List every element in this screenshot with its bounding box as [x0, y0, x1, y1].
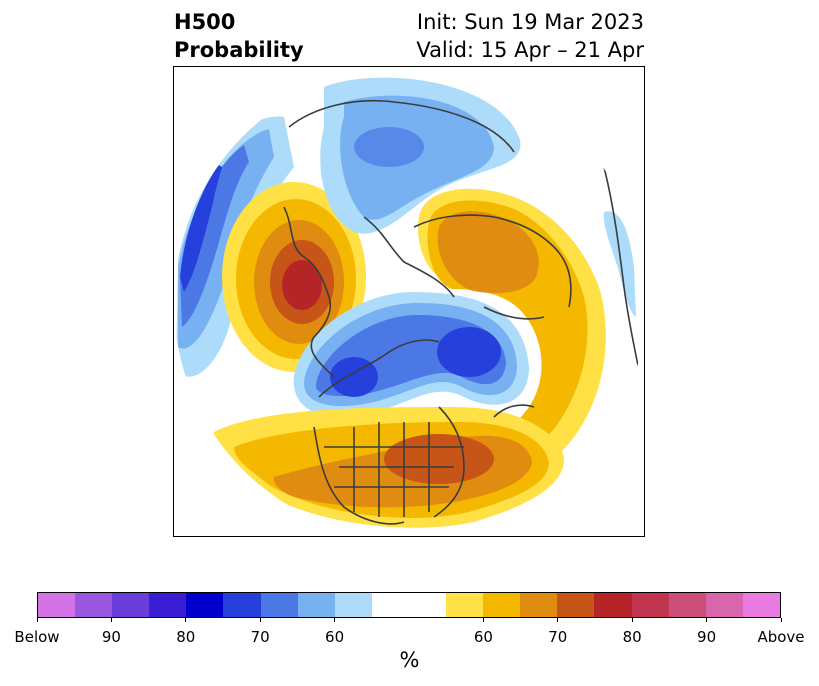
colorbar-tick: [557, 618, 559, 622]
title-right: Init: Sun 19 Mar 2023 Valid: 15 Apr – 21…: [416, 8, 644, 64]
colorbar-tick-label: 80: [176, 628, 196, 646]
colorbar-tick: [185, 618, 187, 622]
anomaly-siberia-blue-med: [354, 127, 424, 167]
colorbar-tick: [334, 618, 336, 622]
colorbar-swatch: [520, 593, 558, 617]
anomaly-europe-orange: [437, 211, 539, 294]
anomaly-pacific-red: [282, 260, 322, 310]
colorbar-tick-label: 90: [697, 628, 717, 646]
colorbar-swatch: [223, 593, 261, 617]
colorbar-unit: %: [399, 648, 420, 672]
colorbar-tick-label: 60: [473, 628, 493, 646]
colorbar: [37, 592, 781, 618]
colorbar-tick-label: 60: [325, 628, 345, 646]
anomaly-west-blue-dark: [180, 165, 222, 292]
anomaly-arctic-blue-dark-east: [437, 327, 501, 377]
anomaly-eastern-blue-light: [603, 211, 636, 317]
colorbar-swatch: [371, 593, 409, 617]
colorbar-tick: [110, 618, 112, 622]
colorbar-swatch: [631, 593, 669, 617]
colorbar-tick-label: 70: [548, 628, 568, 646]
colorbar-tick: [259, 618, 261, 622]
colorbar-swatch: [38, 593, 76, 617]
title-left: H500 Probability: [174, 8, 304, 64]
colorbar-swatch: [446, 593, 484, 617]
colorbar-tick: [631, 618, 633, 622]
colorbar-swatch: [742, 593, 780, 617]
colorbar-swatch: [594, 593, 632, 617]
colorbar-swatch: [668, 593, 706, 617]
colorbar-tick: [780, 618, 782, 622]
colorbar-tick-label: Below: [14, 628, 60, 646]
colorbar-tick-label: 90: [101, 628, 121, 646]
colorbar-tick-label: 70: [250, 628, 270, 646]
init-date: Init: Sun 19 Mar 2023: [416, 10, 644, 34]
colorbar-tick: [36, 618, 38, 622]
colorbar-swatch: [483, 593, 521, 617]
title-variable: H500: [174, 10, 236, 34]
colorbar-swatch: [260, 593, 298, 617]
colorbar-tick-label: 80: [622, 628, 642, 646]
colorbar-swatch: [186, 593, 224, 617]
anomaly-us-darkorange: [384, 434, 494, 484]
colorbar-tick-label: Above: [757, 628, 805, 646]
map-panel: [173, 66, 645, 537]
colorbar-swatch: [705, 593, 743, 617]
colorbar-swatch: [408, 593, 447, 617]
colorbar-swatch: [334, 593, 372, 617]
colorbar-swatch: [557, 593, 595, 617]
colorbar-ticks: Below 90 80 70 60 60 70 80 90 Above: [14, 618, 805, 648]
colorbar-swatch: [75, 593, 113, 617]
probability-map: [176, 77, 644, 536]
colorbar-swatch: [149, 593, 187, 617]
title-probability: Probability: [174, 38, 304, 62]
colorbar-tick: [482, 618, 484, 622]
colorbar-tick: [706, 618, 708, 622]
colorbar-swatch: [112, 593, 150, 617]
anomaly-west-blue-med: [180, 145, 249, 327]
valid-date: Valid: 15 Apr – 21 Apr: [416, 38, 644, 62]
coastlines: [283, 99, 644, 525]
colorbar-swatch: [297, 593, 335, 617]
